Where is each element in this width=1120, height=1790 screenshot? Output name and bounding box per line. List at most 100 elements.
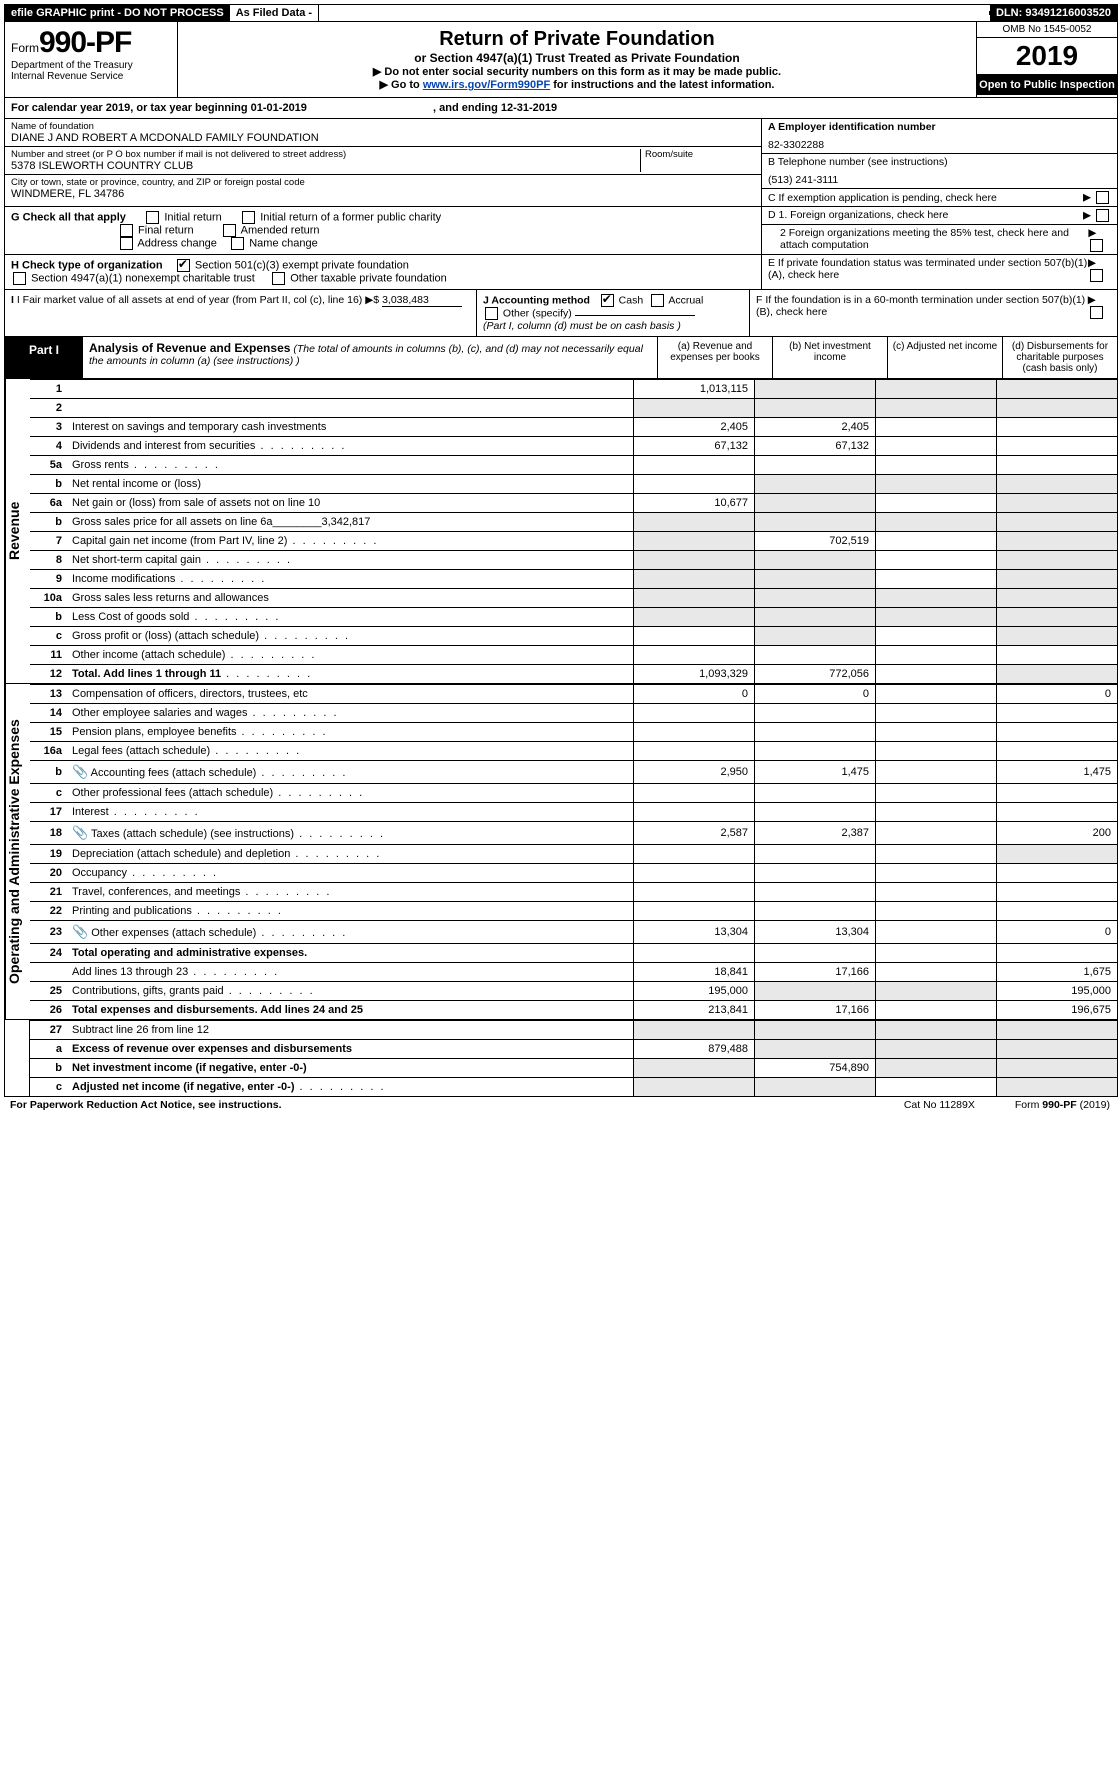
amount-cell <box>755 399 876 418</box>
row-number <box>30 963 68 982</box>
amount-cell <box>634 864 755 883</box>
j-other: Other (specify) <box>503 307 572 319</box>
s501-checkbox[interactable] <box>177 259 190 272</box>
cal-post: , and ending 12-31-2019 <box>433 102 557 114</box>
h-other: Other taxable private foundation <box>290 272 447 284</box>
amount-cell <box>755 845 876 864</box>
amount-cell: 2,950 <box>634 761 755 784</box>
form-num: 990-PF <box>39 26 131 59</box>
e-checkbox[interactable] <box>1090 269 1103 282</box>
final-return-checkbox[interactable] <box>120 224 133 237</box>
other-method-checkbox[interactable] <box>485 307 498 320</box>
footer-right: Form 990-PF (2019) <box>1015 1099 1110 1111</box>
part1-label: Part I <box>5 337 83 378</box>
form-header: Form990-PF Department of the Treasury In… <box>5 22 1117 98</box>
irs-link[interactable]: www.irs.gov/Form990PF <box>423 79 550 91</box>
s4947-checkbox[interactable] <box>13 272 26 285</box>
row-desc: Interest on savings and temporary cash i… <box>68 418 634 437</box>
table-row: 16aLegal fees (attach schedule) <box>30 742 1117 761</box>
amount-cell: 0 <box>634 685 755 704</box>
row-number: b <box>30 513 68 532</box>
row-desc: Capital gain net income (from Part IV, l… <box>68 532 634 551</box>
amount-cell <box>876 921 997 944</box>
footer-mid: Cat No 11289X <box>904 1099 975 1111</box>
name-change-checkbox[interactable] <box>231 237 244 250</box>
amount-cell <box>997 551 1118 570</box>
h-row: H Check type of organization Section 501… <box>5 255 761 289</box>
amount-cell <box>876 1078 997 1097</box>
amount-cell: 2,587 <box>634 822 755 845</box>
amount-cell <box>997 589 1118 608</box>
addr-change-checkbox[interactable] <box>120 237 133 250</box>
row-number: 7 <box>30 532 68 551</box>
amount-cell <box>755 380 876 399</box>
c-checkbox[interactable] <box>1096 191 1109 204</box>
table-row: 10aGross sales less returns and allowanc… <box>30 589 1117 608</box>
initial-former-checkbox[interactable] <box>242 211 255 224</box>
d2-checkbox[interactable] <box>1090 239 1103 252</box>
row-number: 11 <box>30 646 68 665</box>
e-label: E If private foundation status was termi… <box>768 257 1088 282</box>
attachment-icon[interactable]: 📎 <box>72 764 88 779</box>
initial-return-checkbox[interactable] <box>146 211 159 224</box>
row-desc: Gross profit or (loss) (attach schedule) <box>68 627 634 646</box>
amount-cell: 200 <box>997 822 1118 845</box>
accrual-checkbox[interactable] <box>651 294 664 307</box>
amended-checkbox[interactable] <box>223 224 236 237</box>
table-row: bNet investment income (if negative, ent… <box>30 1059 1117 1078</box>
amount-cell <box>876 822 997 845</box>
other-taxable-checkbox[interactable] <box>272 272 285 285</box>
f-checkbox[interactable] <box>1090 306 1103 319</box>
amount-cell: 67,132 <box>755 437 876 456</box>
row-number: c <box>30 784 68 803</box>
row-desc: Net short-term capital gain <box>68 551 634 570</box>
table-row: cGross profit or (loss) (attach schedule… <box>30 627 1117 646</box>
table-row: bGross sales price for all assets on lin… <box>30 513 1117 532</box>
d2-cell: 2 Foreign organizations meeting the 85% … <box>762 225 1117 255</box>
name-label: Name of foundation <box>11 121 755 132</box>
attachment-icon[interactable]: 📎 <box>72 924 88 939</box>
bottom-table: 27Subtract line 26 from line 12aExcess o… <box>30 1020 1117 1096</box>
cal-pre: For calendar year 2019, or tax year begi… <box>11 102 307 114</box>
amount-cell <box>997 704 1118 723</box>
table-row: cOther professional fees (attach schedul… <box>30 784 1117 803</box>
part1-header: Part I Analysis of Revenue and Expenses … <box>5 337 1117 379</box>
g-initial: Initial return <box>164 211 221 223</box>
amount-cell: 13,304 <box>634 921 755 944</box>
amount-cell <box>876 608 997 627</box>
amount-cell <box>755 589 876 608</box>
f-label: F If the foundation is in a 60-month ter… <box>756 294 1088 332</box>
amount-cell <box>755 551 876 570</box>
attachment-icon[interactable]: 📎 <box>72 825 88 840</box>
table-row: 9Income modifications <box>30 570 1117 589</box>
amount-cell <box>634 589 755 608</box>
table-row: 11Other income (attach schedule) <box>30 646 1117 665</box>
row-desc: Printing and publications <box>68 902 634 921</box>
table-row: 25Contributions, gifts, grants paid195,0… <box>30 982 1117 1001</box>
cash-checkbox[interactable] <box>601 294 614 307</box>
amount-cell <box>997 627 1118 646</box>
amount-cell <box>997 532 1118 551</box>
amount-cell: 1,093,329 <box>634 665 755 684</box>
row-number: 26 <box>30 1001 68 1020</box>
row-desc: Occupancy <box>68 864 634 883</box>
amount-cell <box>634 551 755 570</box>
row-desc: Net gain or (loss) from sale of assets n… <box>68 494 634 513</box>
city-cell: City or town, state or province, country… <box>5 175 761 202</box>
instr-2: ▶ Go to www.irs.gov/Form990PF for instru… <box>186 78 968 91</box>
amount-cell <box>634 784 755 803</box>
amount-cell <box>997 1059 1118 1078</box>
amount-cell <box>876 723 997 742</box>
row-number: 17 <box>30 803 68 822</box>
bottom-section: 27Subtract line 26 from line 12aExcess o… <box>5 1020 1117 1096</box>
row-number: 4 <box>30 437 68 456</box>
amount-cell <box>997 475 1118 494</box>
expenses-table: 13Compensation of officers, directors, t… <box>30 684 1117 1019</box>
amount-cell <box>634 1078 755 1097</box>
revenue-table: 11,013,11523Interest on savings and temp… <box>30 379 1117 683</box>
row-number: 24 <box>30 944 68 963</box>
amount-cell: 1,475 <box>755 761 876 784</box>
amount-cell <box>876 418 997 437</box>
amount-cell <box>997 1021 1118 1040</box>
d1-checkbox[interactable] <box>1096 209 1109 222</box>
